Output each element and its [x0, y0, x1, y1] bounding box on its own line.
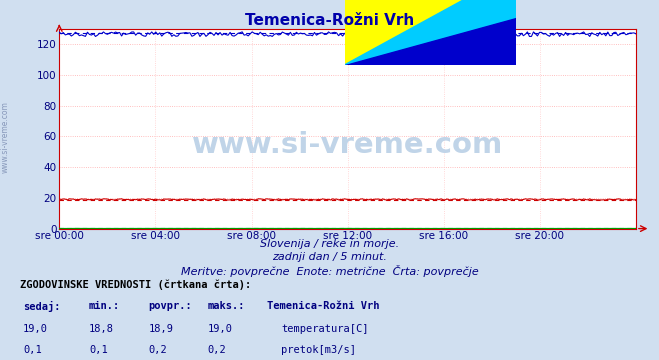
Text: www.si-vreme.com: www.si-vreme.com [1, 101, 10, 173]
Text: 0,1: 0,1 [89, 345, 107, 355]
Text: 18,9: 18,9 [148, 324, 173, 334]
Text: pretok[m3/s]: pretok[m3/s] [281, 345, 357, 355]
Text: 0,2: 0,2 [148, 345, 167, 355]
Text: 19,0: 19,0 [208, 324, 233, 334]
Text: sedaj:: sedaj: [23, 301, 61, 312]
Text: www.si-vreme.com: www.si-vreme.com [192, 131, 503, 159]
Text: min.:: min.: [89, 301, 120, 311]
Text: 19,0: 19,0 [23, 324, 48, 334]
Text: povpr.:: povpr.: [148, 301, 192, 311]
Polygon shape [345, 0, 516, 65]
Text: Slovenija / reke in morje.: Slovenija / reke in morje. [260, 239, 399, 249]
Polygon shape [345, 0, 516, 65]
Text: temperatura[C]: temperatura[C] [281, 324, 369, 334]
Polygon shape [345, 18, 516, 65]
Text: 0,1: 0,1 [23, 345, 42, 355]
Text: 0,2: 0,2 [208, 345, 226, 355]
Text: zadnji dan / 5 minut.: zadnji dan / 5 minut. [272, 252, 387, 262]
Text: 18,8: 18,8 [89, 324, 114, 334]
Text: Temenica-Rožni Vrh: Temenica-Rožni Vrh [245, 13, 414, 28]
Text: ZGODOVINSKE VREDNOSTI (črtkana črta):: ZGODOVINSKE VREDNOSTI (črtkana črta): [20, 279, 251, 289]
Text: maks.:: maks.: [208, 301, 245, 311]
Text: Meritve: povprečne  Enote: metrične  Črta: povprečje: Meritve: povprečne Enote: metrične Črta:… [181, 265, 478, 276]
Text: Temenica-Rožni Vrh: Temenica-Rožni Vrh [267, 301, 380, 311]
